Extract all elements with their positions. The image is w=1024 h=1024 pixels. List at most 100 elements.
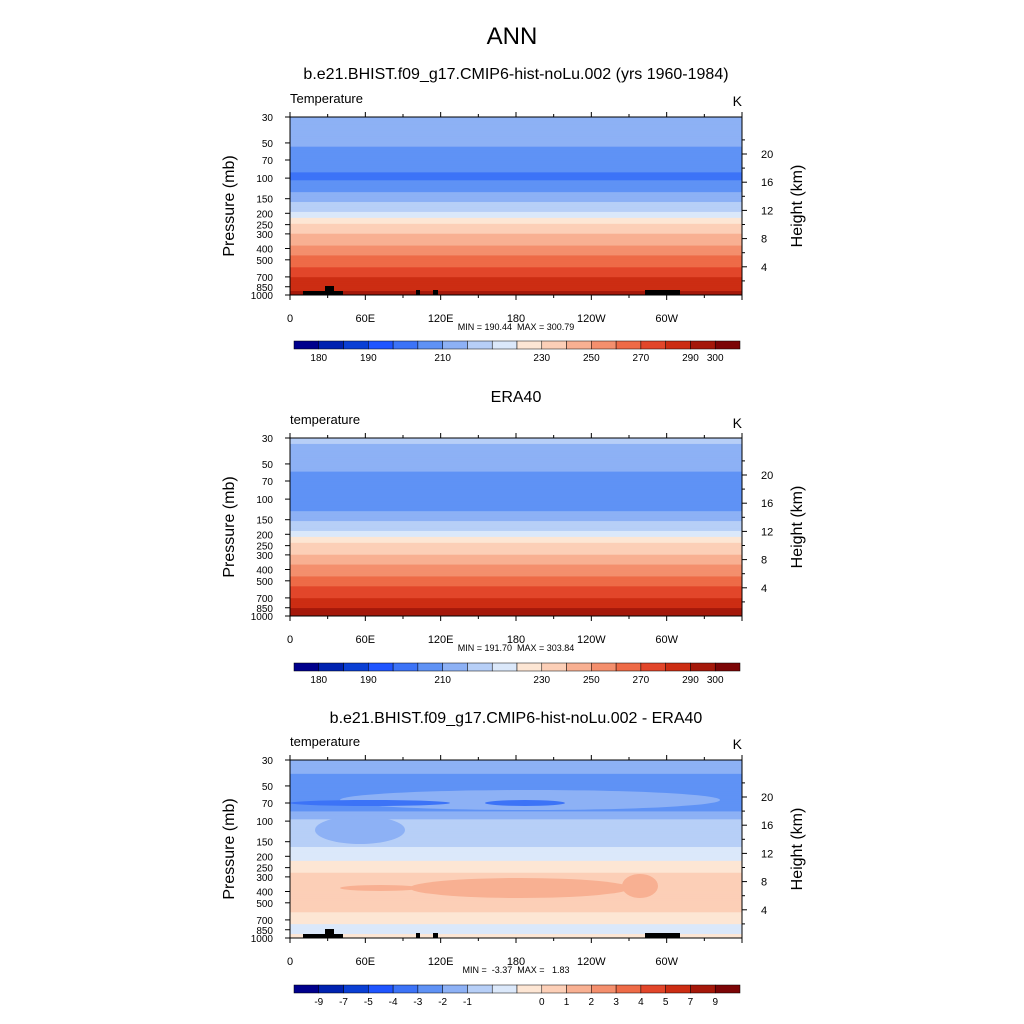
contour-band <box>290 190 742 193</box>
contour-band <box>290 519 742 522</box>
contour-band <box>290 542 742 546</box>
pressure-tick-label: 500 <box>256 577 273 588</box>
colorbar-label: -5 <box>364 997 373 1008</box>
contour-band <box>290 463 742 467</box>
colorbar-label: 2 <box>589 997 595 1008</box>
contour-band <box>290 239 742 243</box>
colorbar-label: 190 <box>360 353 377 364</box>
colorbar-swatch <box>690 984 716 994</box>
contour-band <box>290 259 742 262</box>
contour-band <box>290 546 742 550</box>
contour-band <box>290 528 742 532</box>
contour-band <box>290 267 742 270</box>
contour-band <box>290 554 742 558</box>
pressure-tick-label: 100 <box>256 174 273 185</box>
colorbar-swatch <box>591 984 617 994</box>
topography <box>303 929 680 938</box>
topography-block <box>303 291 343 295</box>
pressure-tick-label: 700 <box>256 916 273 927</box>
height-tick-label: 16 <box>761 820 773 832</box>
pressure-tick-label: 400 <box>256 887 273 898</box>
units-label: K <box>733 93 743 109</box>
contour-band <box>290 600 742 603</box>
contour-band <box>290 773 742 777</box>
contour-band <box>290 819 742 822</box>
pressure-tick-label: 300 <box>256 551 273 562</box>
contour-band <box>290 273 742 276</box>
pressure-tick-label: 50 <box>262 782 274 793</box>
contour-band <box>290 271 742 274</box>
x-tick-label: 180 <box>507 956 525 968</box>
colorbar-swatch <box>640 984 666 994</box>
contour-band <box>290 457 742 461</box>
contour-band <box>290 538 742 542</box>
colorbar-swatch <box>318 340 344 350</box>
contour-band <box>290 162 742 166</box>
colorbar-swatch <box>392 662 419 672</box>
contour-band <box>290 122 742 126</box>
panel-title: b.e21.BHIST.f09_g17.CMIP6-hist-noLu.002 … <box>303 66 728 83</box>
contour-band <box>290 936 742 938</box>
contour-band <box>290 473 742 477</box>
contour-band <box>290 497 742 500</box>
contour-band <box>290 550 742 554</box>
contour-band <box>290 217 742 221</box>
contour-band <box>290 279 742 282</box>
contour-band <box>290 467 742 471</box>
contour-band <box>290 287 742 290</box>
contour-band <box>290 481 742 485</box>
contour-band <box>290 453 742 457</box>
contour-band <box>290 525 742 528</box>
contour-band <box>290 860 742 864</box>
pressure-tick-label: 250 <box>256 542 273 553</box>
contour-band <box>290 174 742 177</box>
contour-band <box>290 817 742 820</box>
contour-band <box>290 517 742 520</box>
x-tick-label: 60W <box>655 634 678 646</box>
contour-band <box>290 247 742 251</box>
contour-band <box>290 144 742 148</box>
colorbar: 180 190 210 230 250 270 290 300 <box>293 340 741 364</box>
topography-block <box>325 286 334 295</box>
colorbar-swatch <box>640 662 666 672</box>
height-tick-label: 12 <box>761 848 773 860</box>
contour-band <box>290 556 742 560</box>
colorbar-label: -9 <box>314 997 323 1008</box>
pressure-tick-label: 70 <box>262 156 274 167</box>
colorbar-label: -3 <box>413 997 422 1008</box>
contour-band <box>290 513 742 516</box>
contour-fill <box>290 117 742 295</box>
contour-band <box>290 829 742 832</box>
pressure-tick-label: 300 <box>256 230 273 241</box>
contour-band <box>290 922 742 925</box>
contour-band <box>290 870 742 874</box>
contour-band <box>290 170 742 173</box>
contour-band <box>290 152 742 156</box>
contour-feature <box>485 800 565 806</box>
contour-band <box>290 592 742 595</box>
contour-band <box>290 168 742 171</box>
colorbar-label: -2 <box>438 997 447 1008</box>
contour-feature <box>340 885 420 891</box>
height-tick-label: 16 <box>761 177 773 189</box>
colorbar-swatch <box>392 984 419 994</box>
contour-band <box>290 841 742 844</box>
pressure-tick-label: 700 <box>256 594 273 605</box>
pressure-tick-label: 300 <box>256 873 273 884</box>
contour-band <box>290 469 742 473</box>
contour-band <box>290 198 742 201</box>
pressure-tick-label: 30 <box>262 756 274 767</box>
contour-band <box>290 243 742 247</box>
contour-band <box>290 813 742 816</box>
pressure-tick-label: 150 <box>256 516 273 527</box>
contour-band <box>290 265 742 268</box>
contour-band <box>290 594 742 597</box>
colorbar-swatch <box>541 662 567 672</box>
height-tick-label: 20 <box>761 470 773 482</box>
contour-band <box>290 823 742 826</box>
colorbar-label: 7 <box>688 997 694 1008</box>
contour-band <box>290 128 742 132</box>
contour-fill <box>290 438 742 616</box>
contour-band <box>290 586 742 589</box>
contour-band <box>290 209 742 213</box>
